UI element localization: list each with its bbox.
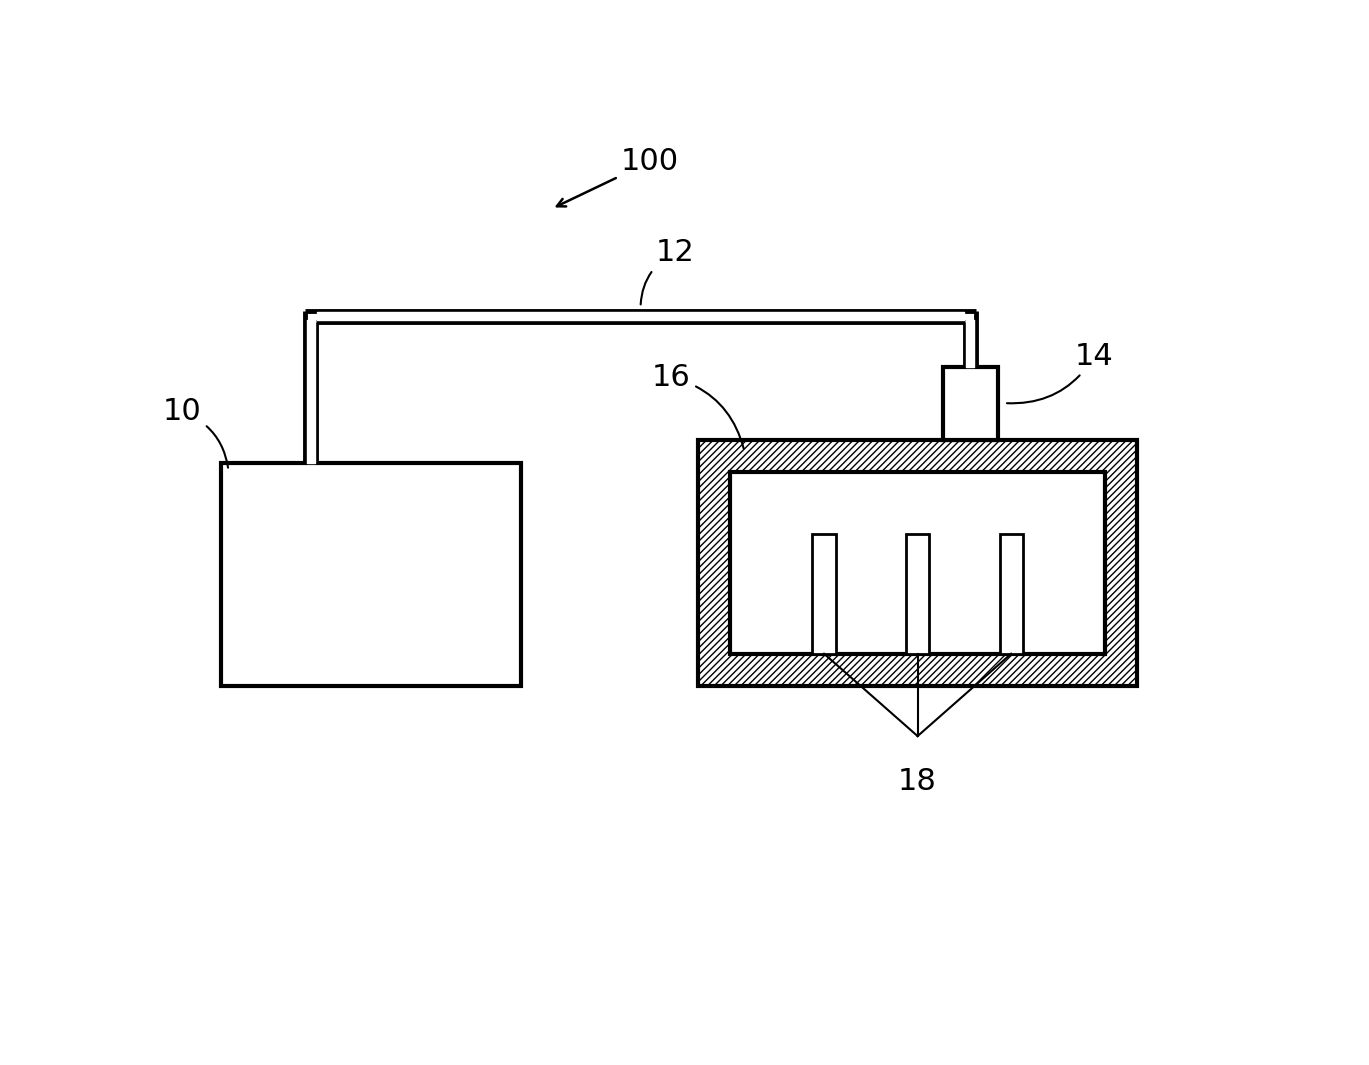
Bar xyxy=(698,440,1138,686)
Bar xyxy=(999,535,1023,654)
Text: 100: 100 xyxy=(557,147,679,207)
Bar xyxy=(906,535,930,654)
Bar xyxy=(942,366,998,440)
Text: 18: 18 xyxy=(898,767,936,796)
Text: 10: 10 xyxy=(163,397,229,468)
Text: 14: 14 xyxy=(1008,342,1114,404)
Bar xyxy=(220,463,522,686)
Bar xyxy=(812,535,835,654)
Text: 12: 12 xyxy=(641,237,694,305)
Bar xyxy=(731,472,1105,654)
Text: 16: 16 xyxy=(652,363,743,448)
